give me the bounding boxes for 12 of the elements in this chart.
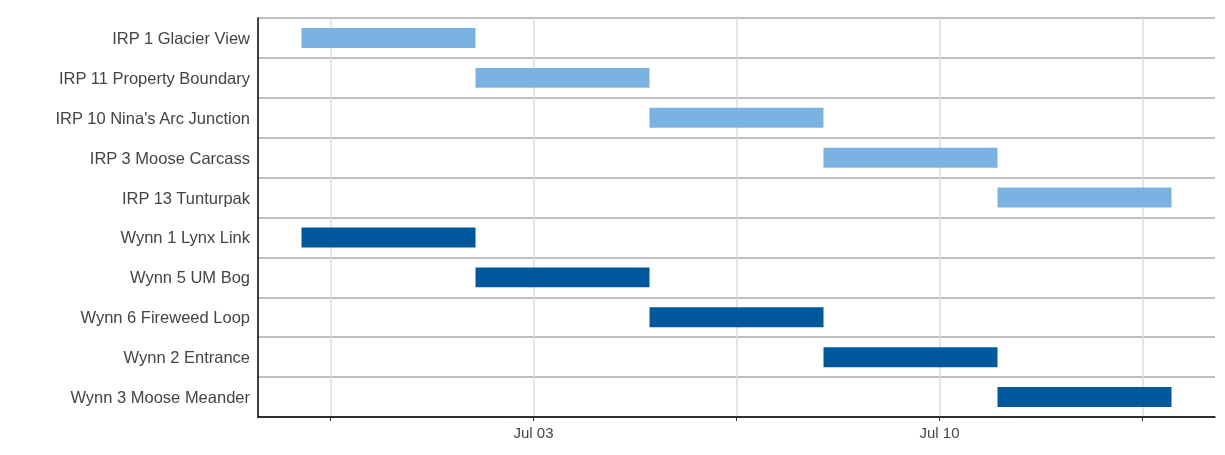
y-tick-label: Wynn 1 Lynx Link [120, 228, 251, 247]
y-tick-label: IRP 1 Glacier View [112, 28, 251, 47]
y-tick-label: IRP 3 Moose Carcass [89, 148, 250, 167]
y-tick-label: IRP 10 Nina's Arc Junction [55, 108, 250, 127]
y-tick-label: Wynn 2 Entrance [123, 348, 250, 367]
y-tick-label: Wynn 3 Moose Meander [70, 388, 251, 407]
x-tick-label: Jul 03 [513, 424, 554, 441]
y-tick-label: Wynn 6 Fireweed Loop [80, 308, 250, 327]
x-tick-label: Jul 10 [919, 424, 960, 441]
y-tick-label: Wynn 5 UM Bog [130, 268, 250, 287]
y-tick-label: IRP 11 Property Boundary [58, 68, 251, 87]
y-tick-label: IRP 13 Tunturpak [121, 188, 251, 207]
